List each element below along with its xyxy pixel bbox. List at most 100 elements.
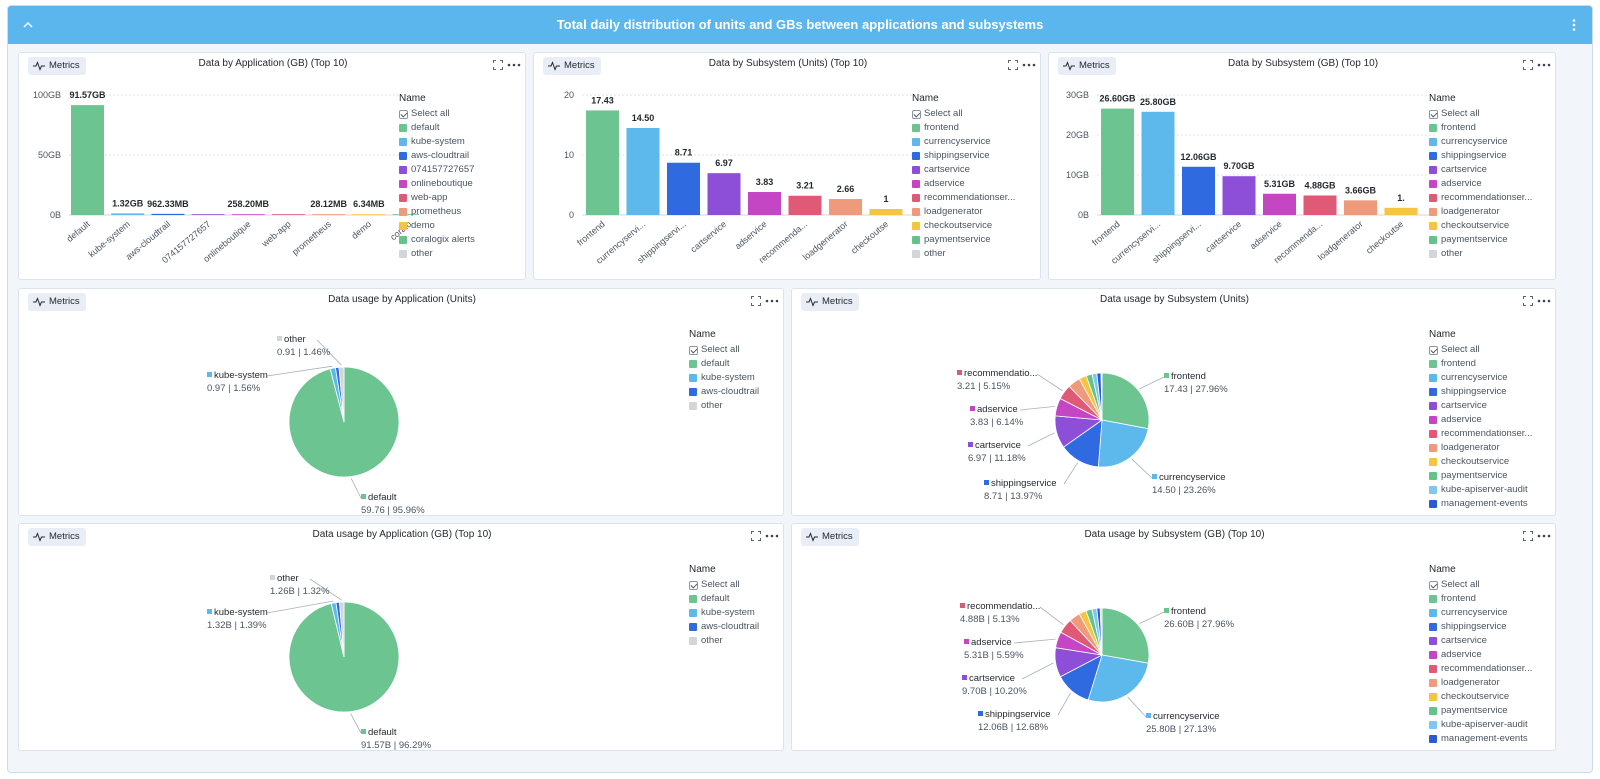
checkbox-icon[interactable] (912, 109, 921, 119)
legend-item-other[interactable]: other (689, 399, 759, 413)
pie-slice-frontend[interactable] (1101, 607, 1150, 664)
legend-item-other[interactable]: other (912, 247, 1015, 261)
legend-item-cartservice[interactable]: cartservice (912, 163, 1015, 177)
legend-item-prometheus[interactable]: prometheus (399, 205, 475, 219)
chevron-up-icon[interactable] (20, 17, 36, 33)
legend-select-all[interactable]: Select all (689, 343, 759, 357)
legend-item-paymentservice[interactable]: paymentservice (1429, 469, 1532, 483)
more-options-icon[interactable] (1022, 60, 1036, 70)
metrics-button[interactable]: Metrics (1058, 57, 1116, 75)
legend-item-kube-system[interactable]: kube-system (689, 606, 759, 620)
legend-item-shippingservice[interactable]: shippingservice (1429, 620, 1532, 634)
bar-loadgenerator[interactable] (829, 199, 862, 215)
expand-icon[interactable] (1523, 60, 1533, 70)
bar-kube-system[interactable] (111, 213, 145, 215)
legend-item-currencyservice[interactable]: currencyservice (1429, 371, 1532, 385)
legend-select-all[interactable]: Select all (1429, 107, 1532, 121)
legend-item-aws-cloudtrail[interactable]: aws-cloudtrail (689, 620, 759, 634)
bar-frontend[interactable] (586, 110, 619, 215)
legend-item-shippingservice[interactable]: shippingservice (1429, 149, 1532, 163)
legend-item-onlineboutique[interactable]: onlineboutique (399, 177, 475, 191)
legend-item-adservice[interactable]: adservice (912, 177, 1015, 191)
bar-recommenda-[interactable] (1303, 195, 1337, 215)
bar-adservice[interactable] (1263, 193, 1296, 215)
legend-item-checkoutservice[interactable]: checkoutservice (912, 219, 1015, 233)
legend-item-adservice[interactable]: adservice (1429, 648, 1532, 662)
pie-slice-other[interactable] (338, 366, 345, 423)
metrics-button[interactable]: Metrics (801, 293, 859, 311)
metrics-button[interactable]: Metrics (28, 528, 86, 546)
bar-loadgenerator[interactable] (1344, 200, 1377, 215)
legend-select-all[interactable]: Select all (689, 578, 759, 592)
legend-item-074157727657[interactable]: 074157727657 (399, 163, 475, 177)
legend-item-management-events[interactable]: management-events (1429, 732, 1532, 746)
bar-cartservice[interactable] (707, 173, 741, 215)
bar-aws-cloudtrail[interactable] (151, 213, 185, 215)
more-options-icon[interactable] (765, 531, 779, 541)
kebab-menu-icon[interactable] (1566, 17, 1582, 33)
legend-item-cartservice[interactable]: cartservice (1429, 634, 1532, 648)
legend-item-currencyservice[interactable]: currencyservice (1429, 606, 1532, 620)
bar-cartservice[interactable] (1222, 176, 1256, 215)
legend-item-recommendationser-[interactable]: recommendationser... (1429, 427, 1532, 441)
bar-onlineboutique[interactable] (231, 214, 265, 215)
legend-item-loadgenerator[interactable]: loadgenerator (1429, 676, 1532, 690)
metrics-button[interactable]: Metrics (801, 528, 859, 546)
bar-default[interactable] (71, 105, 104, 215)
legend-select-all[interactable]: Select all (399, 107, 475, 121)
legend-select-all[interactable]: Select all (1429, 578, 1532, 592)
legend-item-default[interactable]: default (689, 357, 759, 371)
metrics-button[interactable]: Metrics (28, 293, 86, 311)
bar-checkoutse[interactable] (1384, 207, 1418, 215)
legend-item-loadgenerator[interactable]: loadgenerator (912, 205, 1015, 219)
legend-item-kube-apiserver-audit[interactable]: kube-apiserver-audit (1429, 483, 1532, 497)
checkbox-icon[interactable] (399, 109, 408, 119)
legend-item-cartservice[interactable]: cartservice (1429, 163, 1532, 177)
bar-prometheus[interactable] (312, 214, 346, 215)
bar-demo[interactable] (352, 214, 386, 215)
checkbox-icon[interactable] (1429, 345, 1438, 355)
pie-slice-other[interactable] (1100, 372, 1103, 421)
pie-slice-currencyservice[interactable] (1097, 419, 1149, 468)
expand-icon[interactable] (751, 296, 761, 306)
bar-recommenda-[interactable] (788, 195, 822, 215)
expand-icon[interactable] (493, 60, 503, 70)
bar-shippingservi-[interactable] (667, 162, 700, 215)
bar-currencyservi-[interactable] (1141, 111, 1175, 215)
legend-item-checkoutservice[interactable]: checkoutservice (1429, 219, 1532, 233)
bar-web-app[interactable] (272, 214, 305, 215)
legend-item-default[interactable]: default (689, 592, 759, 606)
more-options-icon[interactable] (1537, 296, 1551, 306)
bar-checkoutse[interactable] (869, 209, 903, 215)
legend-item-paymentservice[interactable]: paymentservice (912, 233, 1015, 247)
expand-icon[interactable] (751, 531, 761, 541)
bar-currencyservi-[interactable] (626, 128, 660, 215)
legend-item-loadgenerator[interactable]: loadgenerator (1429, 441, 1532, 455)
legend-item-paymentservice[interactable]: paymentservice (1429, 704, 1532, 718)
legend-item-coralogix-alerts[interactable]: coralogix alerts (399, 233, 475, 247)
pie-slice-other[interactable] (338, 601, 345, 658)
legend-item-frontend[interactable]: frontend (1429, 121, 1532, 135)
checkbox-icon[interactable] (689, 580, 698, 590)
legend-item-currencyservice[interactable]: currencyservice (1429, 135, 1532, 149)
legend-item-loadgenerator[interactable]: loadgenerator (1429, 205, 1532, 219)
bar-074157727657[interactable] (191, 214, 225, 215)
pie-slice-other[interactable] (1099, 607, 1103, 656)
legend-item-recommendationser-[interactable]: recommendationser... (1429, 662, 1532, 676)
expand-icon[interactable] (1523, 531, 1533, 541)
pie-slice-currencyservice[interactable] (1087, 654, 1149, 703)
legend-item-other[interactable]: other (1429, 247, 1532, 261)
legend-item-currencyservice[interactable]: currencyservice (912, 135, 1015, 149)
legend-item-shippingservice[interactable]: shippingservice (1429, 385, 1532, 399)
legend-item-cartservice[interactable]: cartservice (1429, 399, 1532, 413)
legend-item-recommendationser-[interactable]: recommendationser... (912, 191, 1015, 205)
metrics-button[interactable]: Metrics (28, 57, 86, 75)
legend-item-kube-system[interactable]: kube-system (399, 135, 475, 149)
metrics-button[interactable]: Metrics (543, 57, 601, 75)
legend-item-frontend[interactable]: frontend (1429, 592, 1532, 606)
legend-item-other[interactable]: other (399, 247, 475, 261)
more-options-icon[interactable] (1537, 60, 1551, 70)
legend-item-checkoutservice[interactable]: checkoutservice (1429, 455, 1532, 469)
legend-item-management-events[interactable]: management-events (1429, 497, 1532, 511)
legend-item-aws-cloudtrail[interactable]: aws-cloudtrail (689, 385, 759, 399)
